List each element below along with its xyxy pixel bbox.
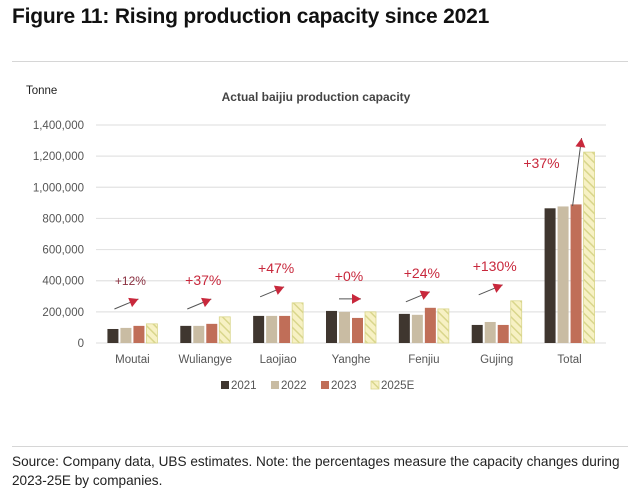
legend-label-2021: 2021: [231, 380, 257, 392]
annotation-label: +24%: [404, 265, 440, 281]
bar-2023-laojiao: [279, 315, 291, 343]
annotation-arrow-shaft: [572, 138, 583, 207]
y-tick-label: 1,000,000: [33, 182, 84, 194]
y-axis-unit-label: Tonne: [26, 85, 57, 97]
bar-2021-gujing: [471, 324, 483, 343]
bar-2022-yanghe: [339, 311, 350, 343]
annotation-label: +37%: [523, 155, 559, 171]
legend-swatch-2023: [321, 381, 329, 389]
bar-2023-total: [570, 204, 582, 343]
y-tick-label: 600,000: [42, 245, 84, 257]
annotation-label: +130%: [473, 258, 517, 274]
bar-2025E-moutai: [146, 323, 158, 344]
bar-2025E-total: [583, 151, 595, 344]
bar-2023-wuliangye: [206, 323, 218, 343]
annotation-arrow-head-icon: [201, 297, 212, 308]
bar-2025E-wuliangye: [218, 316, 231, 344]
annotation-label: +0%: [335, 268, 363, 284]
chart-title: Actual baijiu production capacity: [222, 90, 411, 104]
legend-label-2022: 2022: [281, 380, 307, 392]
annotation-arrow-head-icon: [575, 138, 586, 148]
y-tick-label: 1,200,000: [33, 151, 84, 163]
bar-2022-fenjiu: [411, 314, 423, 343]
x-category-label: Laojiao: [260, 354, 297, 366]
x-category-label: Yanghe: [332, 354, 371, 366]
source-note: Source: Company data, UBS estimates. Not…: [12, 454, 620, 488]
bar-2022-total: [557, 206, 569, 343]
bar-chart: Tonne Actual baijiu production capacity …: [26, 85, 606, 392]
bar-2021-moutai: [107, 328, 119, 343]
top-divider: [12, 61, 628, 62]
x-category-label: Gujing: [480, 354, 513, 366]
y-tick-label: 400,000: [42, 276, 84, 288]
bar-2023-gujing: [497, 324, 509, 343]
annotation-label: +47%: [258, 260, 294, 276]
x-category-label: Total: [557, 354, 581, 366]
bar-2025E-laojiao: [291, 302, 304, 344]
legend-label-2025E: 2025E: [381, 380, 415, 392]
x-category-label: Wuliangye: [179, 354, 233, 366]
bar-2021-yanghe: [326, 310, 337, 343]
annotation-arrow-head-icon: [352, 293, 361, 304]
legend-swatch-2025E: [370, 380, 380, 390]
bar-2023-fenjiu: [424, 307, 436, 343]
legend-swatch-2021: [221, 381, 229, 389]
legend-swatch-2022: [271, 381, 279, 389]
annotation-label: +37%: [185, 272, 221, 288]
bar-2023-moutai: [133, 325, 145, 343]
annotation-arrow-head-icon: [492, 283, 503, 293]
bar-2021-fenjiu: [398, 313, 410, 343]
annotation-arrow-head-icon: [273, 285, 285, 295]
y-tick-label: 0: [78, 338, 84, 350]
bar-2021-total: [544, 208, 556, 343]
y-tick-label: 200,000: [42, 307, 84, 319]
y-tick-label: 1,400,000: [33, 120, 84, 132]
bar-2021-wuliangye: [180, 325, 192, 343]
bar-2022-moutai: [120, 327, 132, 343]
bar-2025E-fenjiu: [437, 308, 450, 344]
annotation-label: +12%: [115, 274, 146, 288]
bar-2022-gujing: [484, 321, 496, 343]
annotation-arrow-head-icon: [128, 297, 139, 308]
x-category-label: Fenjiu: [408, 354, 439, 366]
figure-title: Figure 11: Rising production capacity si…: [12, 5, 490, 28]
bar-2025E-yanghe: [364, 311, 377, 344]
bar-2021-laojiao: [253, 315, 265, 343]
bar-2023-yanghe: [352, 317, 363, 343]
legend-label-2023: 2023: [331, 380, 357, 392]
y-tick-label: 800,000: [42, 213, 84, 225]
x-category-label: Moutai: [115, 354, 150, 366]
bar-2025E-gujing: [510, 300, 523, 344]
annotation-arrow-head-icon: [419, 290, 430, 300]
bar-2022-laojiao: [266, 315, 278, 343]
bar-2022-wuliangye: [193, 325, 205, 343]
bottom-divider: [12, 446, 628, 447]
